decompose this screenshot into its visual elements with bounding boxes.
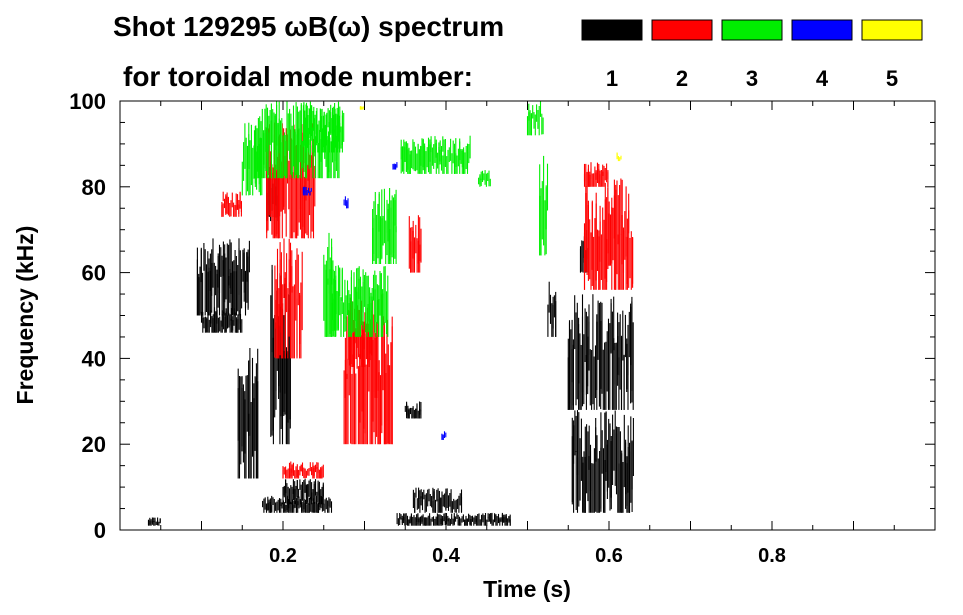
mode-5-region-1 xyxy=(359,106,365,110)
mode-4-region-2 xyxy=(343,196,349,209)
series-mode-3 xyxy=(241,101,549,337)
y-tick-label: 100 xyxy=(69,89,106,114)
mode-1-region-2 xyxy=(196,238,250,316)
mode-2-region-8 xyxy=(583,178,634,290)
legend-label-2: 2 xyxy=(676,66,688,91)
legend-swatch-4 xyxy=(791,19,853,41)
mode-1-region-1 xyxy=(147,517,161,526)
mode-2-region-6 xyxy=(347,308,373,367)
mode-3-region-8 xyxy=(478,170,491,187)
mode-3-region-6 xyxy=(372,188,397,264)
chart-title: Shot 129295 ωB(ω) spectrum xyxy=(113,11,504,42)
mode-1-region-4 xyxy=(237,348,259,479)
y-axis: 0 20 40 60 80 100 xyxy=(69,89,935,543)
legend-swatch-1 xyxy=(581,19,643,41)
y-tick-label: 0 xyxy=(94,518,106,543)
legend-label-1: 1 xyxy=(606,66,618,91)
mode-2-region-7 xyxy=(408,215,422,273)
legend-swatch-5 xyxy=(861,19,923,41)
mode-3-region-3 xyxy=(302,101,345,153)
x-tick-label: 0.6 xyxy=(595,545,623,567)
mode-3-region-9 xyxy=(526,101,544,136)
x-tick-label: 0.4 xyxy=(432,545,461,567)
mode-3-region-5 xyxy=(331,265,389,337)
mode-2-region-1 xyxy=(221,191,242,217)
mode-1-region-12 xyxy=(547,281,557,337)
y-tick-label: 80 xyxy=(82,175,106,200)
series-mode-4 xyxy=(302,162,447,440)
legend-label-3: 3 xyxy=(746,66,758,91)
x-axis-label: Time (s) xyxy=(483,576,571,602)
mode-4-region-4 xyxy=(441,431,447,440)
y-axis-label: Frequency (kHz) xyxy=(12,226,38,405)
mode-1-region-3 xyxy=(200,307,243,333)
x-axis: 0.2 0.4 0.6 0.8 xyxy=(160,101,936,567)
spectrum-marks xyxy=(147,101,634,526)
legend-swatch-2 xyxy=(651,19,713,41)
series-mode-1 xyxy=(147,167,634,526)
mode-1-region-11 xyxy=(404,401,422,419)
mode-3-region-7 xyxy=(400,135,471,174)
mode-1-region-14 xyxy=(571,410,634,513)
legend-swatch-3 xyxy=(721,19,783,41)
mode-4-region-1 xyxy=(302,186,312,196)
mode-1-region-9 xyxy=(396,512,511,526)
mode-2-region-3 xyxy=(274,238,303,359)
mode-1-region-13 xyxy=(567,294,634,410)
mode-3-region-10 xyxy=(539,155,549,256)
mode-4-region-3 xyxy=(392,162,398,170)
x-tick-label: 0.2 xyxy=(269,545,297,567)
y-tick-label: 60 xyxy=(82,261,106,286)
mode-5-region-2 xyxy=(616,152,622,162)
y-tick-label: 40 xyxy=(82,346,106,371)
mode-1-region-10 xyxy=(412,487,463,513)
legend-label-5: 5 xyxy=(886,66,898,91)
mode-2-region-4 xyxy=(282,461,324,479)
y-tick-label: 20 xyxy=(82,432,106,457)
chart-subtitle: for toroidal mode number: xyxy=(123,61,473,92)
mode-1-region-7 xyxy=(262,495,333,513)
mode-2-region-9 xyxy=(583,162,609,187)
series-mode-5 xyxy=(359,106,622,162)
x-tick-label: 0.8 xyxy=(758,545,786,567)
mode-1-region-8 xyxy=(282,478,324,505)
legend: 1 2 3 4 5 xyxy=(581,19,923,91)
legend-label-4: 4 xyxy=(816,66,829,91)
